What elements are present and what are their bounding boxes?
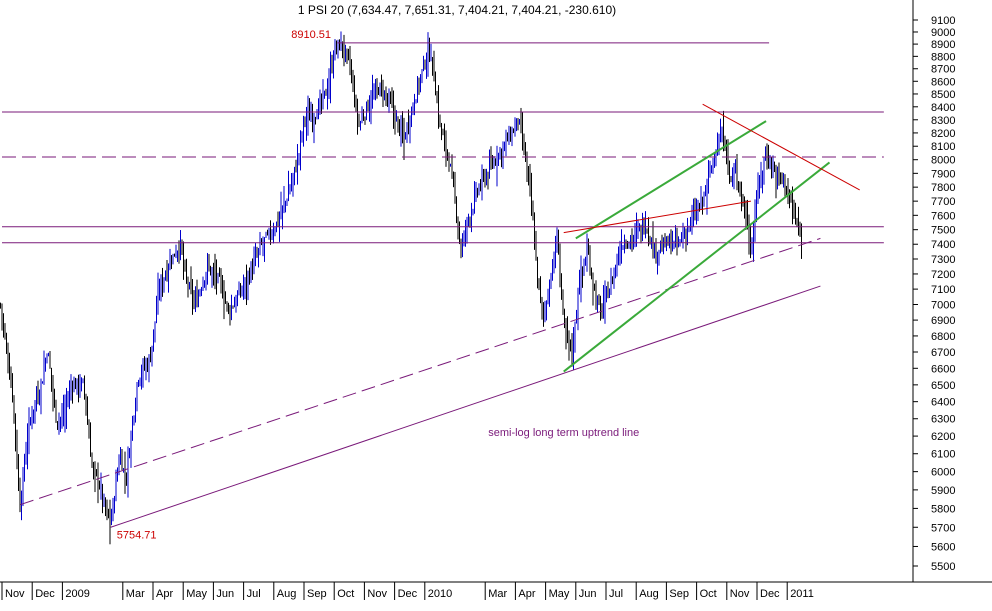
y-tick-label: 7100	[931, 284, 955, 296]
x-tick-label: Dec	[398, 588, 418, 600]
y-tick-label: 8100	[931, 141, 955, 153]
y-tick-label: 9100	[931, 15, 955, 27]
x-tick-label: Jun	[579, 588, 597, 600]
y-tick-label: 5800	[931, 503, 955, 515]
trend-lines	[2, 42, 884, 528]
y-axis: 5500 5600 5700 5800 5900 6000 6100 6200 6300 6400…	[913, 15, 955, 573]
y-tick-label: 5500	[931, 561, 955, 573]
y-tick-label: 7000	[931, 299, 955, 311]
y-tick-label: 6300	[931, 414, 955, 426]
x-tick-label: Nov	[5, 588, 25, 600]
x-tick-label: Mar	[488, 588, 507, 600]
y-tick-label: 6000	[931, 467, 955, 479]
y-tick-label: 7900	[931, 168, 955, 180]
high-label: 8910.51	[291, 29, 331, 41]
dashed-uptrend-line	[19, 237, 821, 506]
channel-lower-line	[563, 161, 831, 373]
x-tick-label: Oct	[337, 588, 354, 600]
y-tick-label: 6800	[931, 331, 955, 343]
red-downtrend-line	[702, 103, 860, 191]
x-axis: Nov Dec 2009 Mar Apr May Jun Jul Aug Sep Oct Nov Dec…	[1, 582, 814, 600]
x-tick-label: Apr	[518, 588, 535, 600]
y-tick-label: 7800	[931, 182, 955, 194]
x-tick-label: Aug	[639, 588, 659, 600]
y-tick-label: 7300	[931, 254, 955, 266]
x-tick-label: May	[549, 588, 570, 600]
y-tick-label: 6600	[931, 363, 955, 375]
price-bars	[0, 31, 802, 545]
y-tick-label: 5600	[931, 541, 955, 553]
y-tick-label: 6100	[931, 449, 955, 461]
y-tick-label: 7700	[931, 196, 955, 208]
x-tick-label: Aug	[277, 588, 297, 600]
y-tick-label: 6200	[931, 431, 955, 443]
long-term-uptrend-line	[110, 285, 821, 528]
y-tick-label: 6500	[931, 380, 955, 392]
x-tick-label: Nov	[730, 588, 750, 600]
y-tick-label: 7500	[931, 225, 955, 237]
uptrend-note: semi-log long term uptrend line	[488, 427, 639, 439]
channel-upper-line	[575, 120, 767, 240]
y-tick-label: 8400	[931, 102, 955, 114]
x-tick-label: May	[186, 588, 207, 600]
chart-title: 1 PSI 20 (7,634.47, 7,651.31, 7,404.21, …	[298, 3, 616, 17]
annotations: 8910.51 5754.71 semi-log long term uptrend…	[117, 29, 640, 541]
y-tick-label: 8900	[931, 39, 955, 51]
y-tick-label: 8700	[931, 64, 955, 76]
y-tick-label: 5700	[931, 522, 955, 534]
y-tick-label: 7600	[931, 210, 955, 222]
x-tick-label: Sep	[307, 588, 327, 600]
x-tick-label: Sep	[669, 588, 689, 600]
x-tick-label: 2010	[428, 588, 452, 600]
x-tick-label: 2009	[65, 588, 89, 600]
y-tick-label: 8300	[931, 115, 955, 127]
x-tick-label: Nov	[367, 588, 387, 600]
y-tick-label: 6900	[931, 315, 955, 327]
x-tick-label: Jul	[247, 588, 261, 600]
y-tick-label: 8000	[931, 155, 955, 167]
x-tick-label: Dec	[35, 588, 55, 600]
y-tick-label: 5900	[931, 485, 955, 497]
y-tick-label: 6700	[931, 347, 955, 359]
plot-area	[0, 0, 913, 582]
x-tick-label: 2011	[790, 588, 814, 600]
low-label: 5754.71	[117, 529, 157, 541]
y-tick-label: 8200	[931, 128, 955, 140]
y-tick-label: 7400	[931, 239, 955, 251]
y-tick-label: 7200	[931, 269, 955, 281]
x-tick-label: Dec	[760, 588, 780, 600]
y-tick-label: 8800	[931, 51, 955, 63]
y-tick-label: 9000	[931, 27, 955, 39]
x-tick-label: Oct	[700, 588, 717, 600]
x-tick-label: Mar	[126, 588, 145, 600]
x-tick-label: Apr	[156, 588, 173, 600]
red-rising-line	[563, 200, 752, 234]
y-tick-label: 8600	[931, 76, 955, 88]
y-tick-label: 6400	[931, 397, 955, 409]
x-tick-label: Jun	[216, 588, 234, 600]
x-tick-label: Jul	[609, 588, 623, 600]
y-tick-label: 8500	[931, 89, 955, 101]
